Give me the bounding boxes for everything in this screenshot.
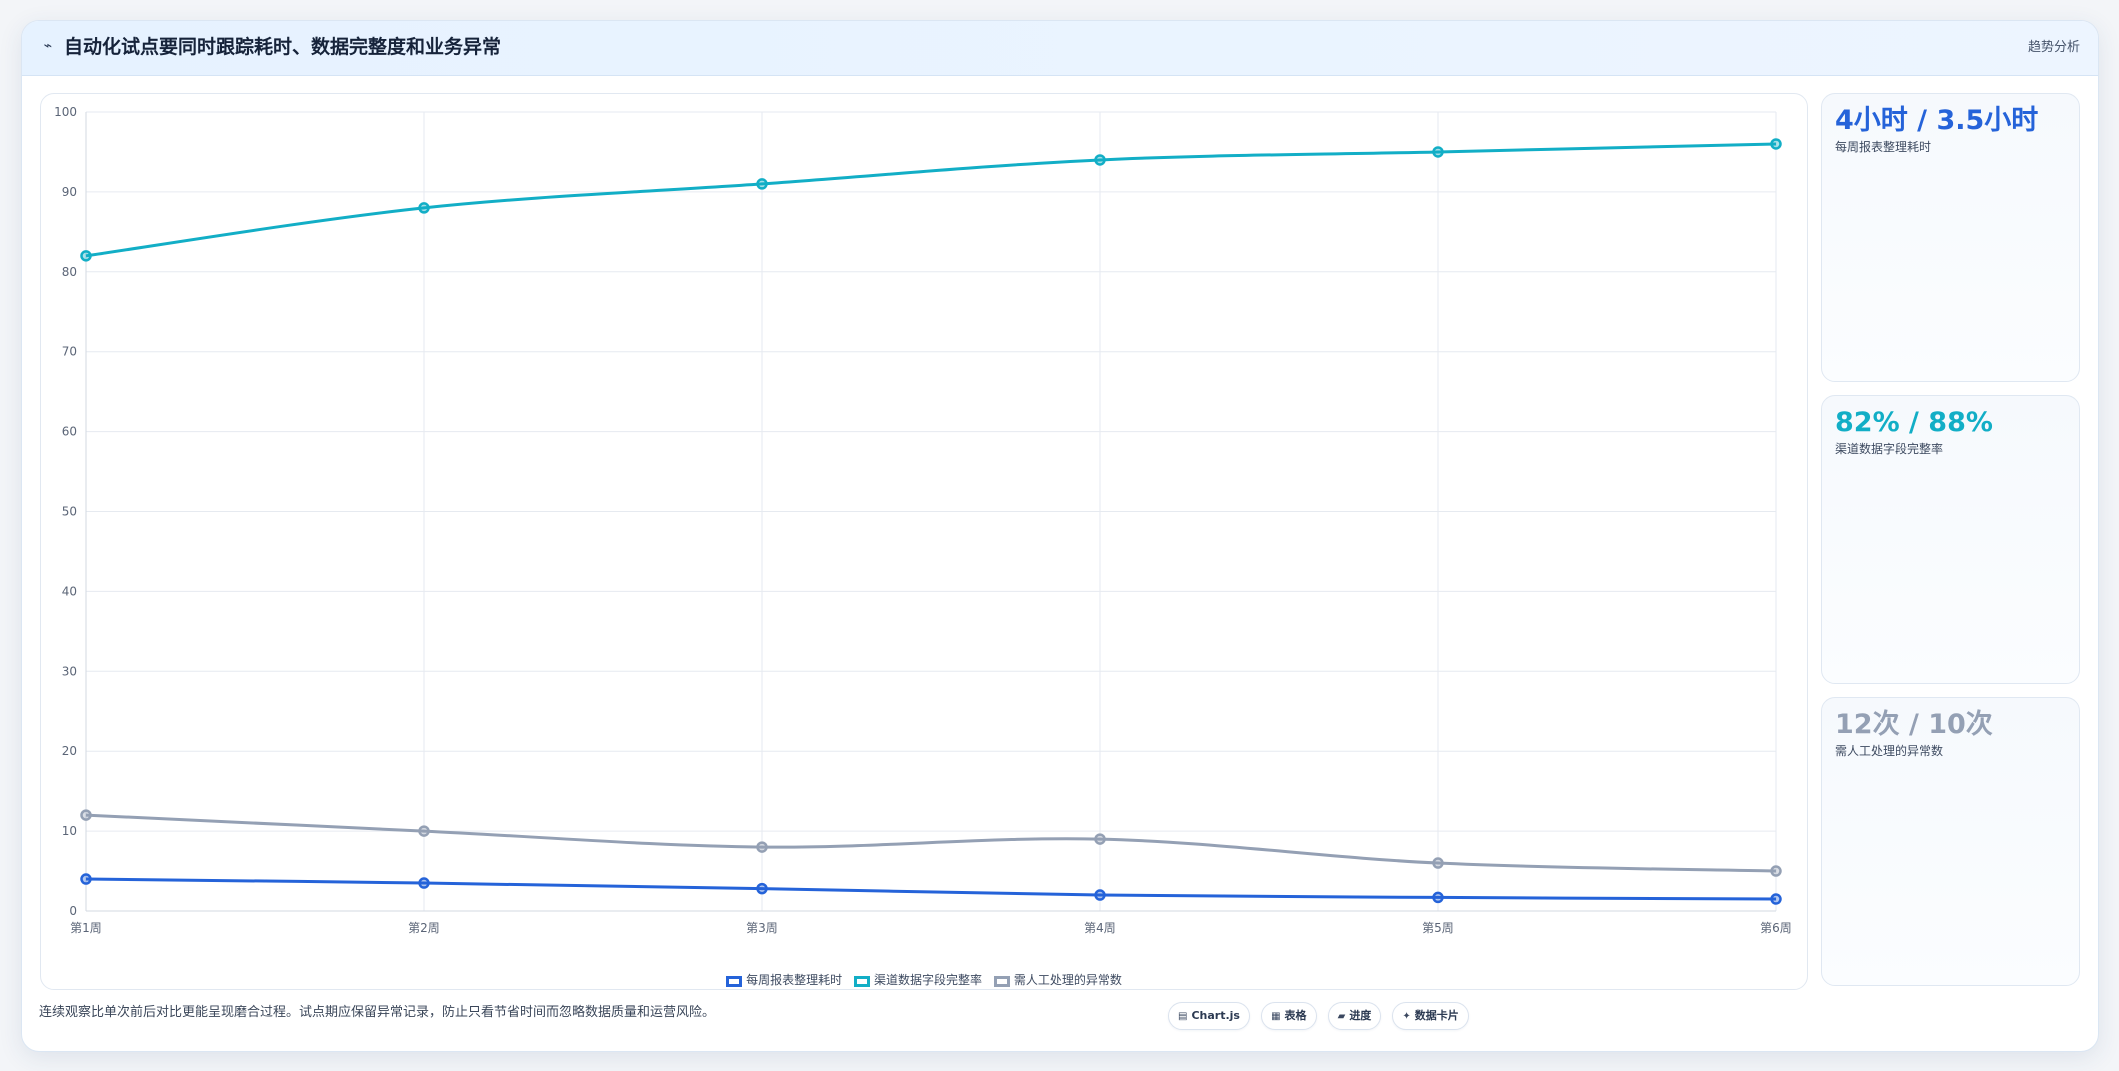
footnote: 连续观察比单次前后对比更能呈现磨合过程。试点期应保留异常记录，防止只看节省时间而… <box>39 1005 716 1020</box>
series-line-3 <box>85 813 1777 873</box>
chip-label: 表格 <box>1284 1009 1307 1022</box>
chart-panel: 0 10 20 30 40 50 60 70 80 90 100 第1周 第2周 第3周 第4周 第5周 第6周… <box>40 93 1808 990</box>
data-point <box>418 202 430 214</box>
legend-swatch-3 <box>993 976 1010 987</box>
progress-icon: ▰ <box>1337 1011 1346 1022</box>
y-tick-label: 60 <box>62 425 77 439</box>
kpi-label: 每周报表整理耗时 <box>1835 140 1932 154</box>
data-point <box>1770 865 1782 877</box>
chip-label: Chart.js <box>1191 1009 1240 1022</box>
legend-label-3: 需人工处理的异常数 <box>1013 973 1122 987</box>
data-point <box>756 178 768 190</box>
x-tick-label: 第6周 <box>1760 921 1792 935</box>
kpi-card-time: 4小时 / 3.5小时 每周报表整理耗时 <box>1821 93 2080 382</box>
chip-data-card[interactable]: ✦ 数据卡片 <box>1392 1002 1469 1030</box>
chip-progress[interactable]: ▰ 进度 <box>1327 1002 1382 1030</box>
data-point <box>1432 891 1444 904</box>
data-point <box>1770 893 1782 905</box>
data-point <box>1432 857 1444 869</box>
legend-swatch-2 <box>853 976 870 987</box>
y-tick-label: 40 <box>62 584 77 598</box>
data-point <box>1094 154 1106 166</box>
chip-label: 进度 <box>1349 1009 1372 1022</box>
data-point <box>1432 146 1444 158</box>
tech-chips: ▤ Chart.js ▦ 表格 ▰ 进度 ✦ 数据卡片 <box>1168 1002 1475 1032</box>
x-tick-label: 第3周 <box>746 921 778 935</box>
y-tick-label: 0 <box>69 904 77 918</box>
y-tick-label: 20 <box>62 744 77 758</box>
legend-label-1: 每周报表整理耗时 <box>746 973 843 987</box>
x-tick-label: 第4周 <box>1084 921 1116 935</box>
data-point <box>756 841 768 853</box>
kpi-value: 4小时 / 3.5小时 <box>1835 105 2039 136</box>
table-icon: ▦ <box>1271 1011 1281 1022</box>
kpi-label: 渠道数据字段完整率 <box>1835 442 1944 456</box>
y-tick-label: 70 <box>62 345 77 359</box>
legend-swatch-1 <box>726 976 743 987</box>
kpi-label: 需人工处理的异常数 <box>1835 744 1944 758</box>
card-header: ⌁ 自动化试点要同时跟踪耗时、数据完整度和业务异常 趋势分析 <box>22 21 2098 76</box>
kpi-value: 12次 / 10次 <box>1835 709 1993 740</box>
data-point <box>1094 889 1106 901</box>
legend-item-1[interactable]: 每周报表整理耗时 <box>726 972 842 988</box>
y-tick-label: 80 <box>62 265 77 279</box>
kpi-value: 82% / 88% <box>1835 407 1993 438</box>
trend-line-icon: ⌁ <box>43 38 53 54</box>
dashboard-card: ⌁ 自动化试点要同时跟踪耗时、数据完整度和业务异常 趋势分析 0 10 20 30 40… <box>21 20 2099 1052</box>
data-point <box>80 809 92 821</box>
chip-label: 数据卡片 <box>1414 1009 1459 1022</box>
y-tick-label: 50 <box>62 505 77 519</box>
data-point <box>1770 138 1782 150</box>
data-point <box>80 873 92 885</box>
chart-icon: ▤ <box>1178 1011 1188 1022</box>
chip-chartjs[interactable]: ▤ Chart.js <box>1168 1002 1250 1030</box>
series-line-1 <box>85 877 1777 901</box>
series-line-2 <box>85 142 1777 258</box>
y-tick-label: 100 <box>54 105 77 119</box>
chart-legend: 每周报表整理耗时 渠道数据字段完整率 需人工处理的异常数 <box>41 972 1807 988</box>
data-point <box>418 825 430 837</box>
kpi-card-exceptions: 12次 / 10次 需人工处理的异常数 <box>1821 697 2080 986</box>
kpi-card-completeness: 82% / 88% 渠道数据字段完整率 <box>1821 395 2080 684</box>
x-tick-label: 第5周 <box>1422 921 1454 935</box>
chip-table[interactable]: ▦ 表格 <box>1261 1002 1317 1030</box>
legend-label-2: 渠道数据字段完整率 <box>873 973 982 987</box>
card-title: 自动化试点要同时跟踪耗时、数据完整度和业务异常 <box>64 36 502 58</box>
card-icon: ✦ <box>1402 1011 1411 1022</box>
y-tick-label: 10 <box>62 824 77 838</box>
data-point <box>418 877 430 889</box>
legend-item-3[interactable]: 需人工处理的异常数 <box>993 972 1122 988</box>
data-point <box>80 250 92 262</box>
data-point <box>1094 833 1106 845</box>
x-tick-label: 第2周 <box>408 921 440 935</box>
analysis-tag: 趋势分析 <box>2027 40 2080 55</box>
x-tick-label: 第1周 <box>70 921 102 935</box>
y-tick-label: 90 <box>62 185 77 199</box>
data-point <box>756 882 768 895</box>
line-chart: 0 10 20 30 40 50 60 70 80 90 100 第1周 第2周 第3周 第4周 第5周 第6周 <box>54 105 1792 935</box>
y-tick-label: 30 <box>62 664 77 678</box>
legend-item-2[interactable]: 渠道数据字段完整率 <box>853 972 982 988</box>
